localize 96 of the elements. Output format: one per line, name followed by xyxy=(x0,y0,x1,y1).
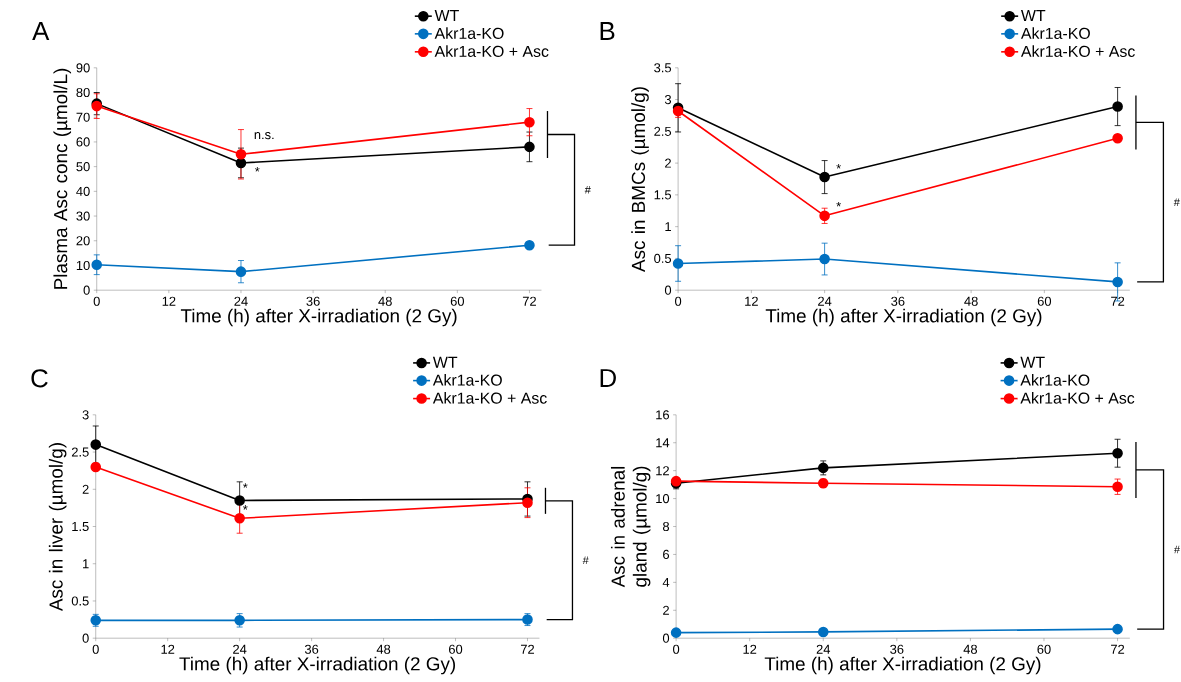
legend-label: Akr1a-KO xyxy=(432,374,502,386)
annotation: * xyxy=(254,167,260,172)
y-tick-label: 0.5 xyxy=(654,253,672,263)
x-axis-title: Time (h) after X-irradiation (2 Gy) xyxy=(765,308,1042,327)
x-tick-label: 24 xyxy=(816,644,831,654)
x-tick-label: 12 xyxy=(745,296,758,306)
y-tick-label: 1.5 xyxy=(654,190,672,200)
x-tick-label: 72 xyxy=(1111,296,1125,306)
y-tick-label: 1.5 xyxy=(72,521,89,531)
y-tick-label: 3.5 xyxy=(654,63,672,73)
x-tick-label: 48 xyxy=(376,644,391,654)
y-tick-label: 70 xyxy=(76,112,90,122)
y-tick-label: 90 xyxy=(76,63,90,73)
legend-label: WT xyxy=(1020,356,1045,368)
y-tick-label: 16 xyxy=(656,410,670,420)
y-tick-label: 14 xyxy=(656,438,670,448)
x-tick-label: 36 xyxy=(306,296,320,306)
x-tick-label: 60 xyxy=(450,296,465,306)
y-tick-label: 2 xyxy=(665,158,671,168)
y-tick-label: 2.5 xyxy=(71,447,89,457)
x-tick-label: 36 xyxy=(890,644,904,654)
annotation: * xyxy=(243,505,248,510)
x-tick-label: 72 xyxy=(522,296,536,306)
legend-label: Akr1a-KO + Asc xyxy=(432,392,547,404)
x-tick-label: 12 xyxy=(161,644,175,654)
y-tick-label: 80 xyxy=(76,87,90,98)
annotation: * xyxy=(836,201,841,207)
chart-title: B xyxy=(600,22,615,40)
annotation: * xyxy=(836,164,841,169)
x-axis-title: Time (h) after X-irradiation (2 Gy) xyxy=(180,308,457,327)
y-axis-title: Plasma Asc conc (µmol/L) xyxy=(53,68,72,289)
text: # xyxy=(582,556,589,564)
y-tick-label: 0 xyxy=(83,285,90,295)
y-axis-title: Asc in adrenal gland (µmol/g) xyxy=(610,466,651,588)
y-axis-title: Asc in BMCs (µmol/g) xyxy=(631,87,649,272)
legend-label: Akr1a-KO xyxy=(434,27,504,39)
x-axis-title: Time (h) after X-irradiation (2 Gy) xyxy=(179,656,456,675)
y-tick-label: 2 xyxy=(663,605,669,615)
y-tick-label: 8 xyxy=(662,521,670,532)
x-tick-label: 60 xyxy=(1037,296,1052,306)
x-tick-label: 0 xyxy=(93,296,100,306)
x-tick-label: 24 xyxy=(234,296,248,306)
x-tick-label: 0 xyxy=(92,644,99,654)
legend-label: Akr1a-KO + Asc xyxy=(434,45,549,57)
x-tick-label: 36 xyxy=(891,296,905,306)
x-tick-label: 60 xyxy=(1037,644,1051,654)
y-axis-title: Asc in liver (µmol/g) xyxy=(48,443,67,612)
legend-label: WT xyxy=(1020,9,1046,21)
text: # xyxy=(1173,545,1180,554)
y-tick-label: 4 xyxy=(662,577,670,587)
x-tick-label: 48 xyxy=(963,644,978,654)
y-tick-label: 3 xyxy=(664,94,672,105)
y-tick-label: 1 xyxy=(665,222,671,232)
x-tick-label: 12 xyxy=(743,644,757,654)
x-axis-title: Time (h) after X-irradiation (2 Gy) xyxy=(764,656,1041,675)
y-tick-label: 30 xyxy=(76,211,90,221)
text: # xyxy=(584,186,591,194)
legend-label: WT xyxy=(432,356,458,368)
chart-title: D xyxy=(600,369,616,387)
x-tick-label: 12 xyxy=(162,296,176,306)
annotation: n.s. xyxy=(254,132,274,140)
x-tick-label: 48 xyxy=(378,296,392,306)
legend-label: WT xyxy=(434,9,459,21)
x-tick-label: 24 xyxy=(233,644,247,654)
chart-title: C xyxy=(31,369,48,388)
x-tick-label: 72 xyxy=(520,644,535,654)
x-tick-label: 60 xyxy=(449,644,463,654)
y-tick-label: 40 xyxy=(76,186,90,196)
y-tick-label: 2.5 xyxy=(654,126,672,136)
y-tick-label: 0.5 xyxy=(71,596,89,606)
y-tick-label: 6 xyxy=(663,549,670,559)
x-tick-label: 72 xyxy=(1111,644,1125,654)
x-tick-label: 48 xyxy=(964,296,978,306)
x-tick-label: 24 xyxy=(818,296,832,306)
y-tick-label: 60 xyxy=(76,137,90,147)
y-tick-label: 0 xyxy=(662,633,670,643)
legend-label: Akr1a-KO + Asc xyxy=(1020,392,1135,404)
y-tick-label: 20 xyxy=(76,236,90,246)
y-tick-label: 1 xyxy=(83,559,89,569)
legend-label: Akr1a-KO xyxy=(1020,374,1090,386)
chart-title: A xyxy=(32,22,50,40)
y-tick-label: 3 xyxy=(82,410,89,420)
x-tick-label: 36 xyxy=(304,644,319,654)
y-tick-label: 10 xyxy=(656,493,670,504)
x-tick-label: 0 xyxy=(673,644,680,654)
y-tick-label: 50 xyxy=(76,162,90,172)
x-tick-label: 0 xyxy=(675,296,682,306)
y-tick-label: 2 xyxy=(82,484,89,494)
y-tick-label: 10 xyxy=(76,260,90,271)
y-tick-label: 0 xyxy=(82,633,89,643)
legend-label: Akr1a-KO + Asc xyxy=(1020,45,1135,57)
y-tick-label: 12 xyxy=(656,466,669,476)
text: # xyxy=(1173,198,1180,206)
legend-label: Akr1a-KO xyxy=(1020,27,1090,39)
y-tick-label: 0 xyxy=(664,285,672,295)
annotation: * xyxy=(243,483,248,488)
